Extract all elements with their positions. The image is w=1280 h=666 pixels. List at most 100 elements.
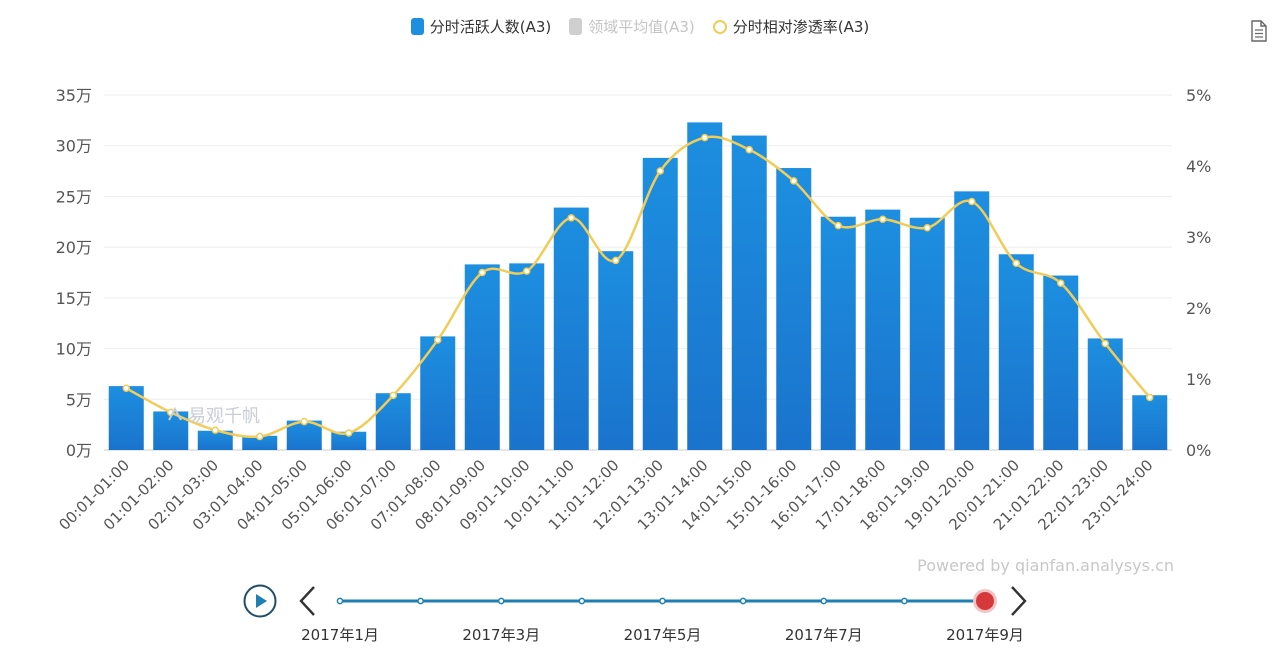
- legend-label-penetration-rate: 分时相对渗透率(A3): [732, 18, 870, 36]
- line-point: [300, 417, 308, 426]
- line-point: [879, 215, 887, 223]
- line-point: [434, 336, 442, 344]
- timeline-label[interactable]: 2017年5月: [623, 626, 702, 644]
- y-left-tick-label: 25万: [56, 187, 92, 206]
- legend-item-domain-average[interactable]: 领域平均值(A3): [569, 16, 695, 37]
- bar: [954, 191, 990, 450]
- y-left-tick-label: 10万: [56, 340, 92, 359]
- line-point: [790, 177, 798, 185]
- line-point: [968, 197, 976, 206]
- bar: [108, 386, 144, 450]
- y-left-tick-label: 20万: [56, 238, 92, 257]
- x-axis-labels: 00:01-01:0001:01-02:0002:01-03:0003:01-0…: [55, 456, 1156, 534]
- bar: [642, 157, 678, 450]
- y-right-tick-label: 0%: [1186, 441, 1211, 460]
- line-point: [523, 267, 531, 275]
- timeline-point: [820, 597, 828, 605]
- y-right-tick-label: 1%: [1186, 370, 1211, 389]
- legend-item-active-users[interactable]: 分时活跃人数(A3): [410, 16, 552, 37]
- timeline-point: [336, 597, 344, 605]
- timeline-label[interactable]: 2017年3月: [462, 626, 541, 644]
- timeline-label[interactable]: 2017年9月: [946, 626, 1024, 644]
- watermark-logo-icon: [168, 406, 182, 421]
- legend-avg-swatch: [569, 18, 583, 35]
- legend-bar-swatch: [410, 18, 424, 35]
- timeline-point: [417, 597, 424, 605]
- grid-lines: [104, 94, 1172, 451]
- penetration-line: [125, 135, 1151, 439]
- line-point: [656, 167, 664, 175]
- bar: [509, 263, 545, 450]
- watermark-text: 易观千帆: [188, 406, 260, 427]
- line-point: [834, 221, 842, 230]
- bar: [331, 431, 367, 450]
- y-left-tick-label: 5万: [66, 390, 92, 409]
- bar: [820, 216, 856, 450]
- legend: 分时活跃人数(A3) 领域平均值(A3) 分时相对渗透率(A3): [0, 16, 1280, 37]
- watermark: 易观千帆: [166, 402, 260, 428]
- line-point: [1101, 339, 1109, 348]
- bar-series: [108, 122, 1168, 451]
- bar: [909, 217, 945, 450]
- bar: [776, 168, 812, 450]
- play-button[interactable]: [242, 583, 278, 619]
- y-right-tick-label: 4%: [1186, 157, 1211, 176]
- line-point: [256, 432, 264, 441]
- timeline-point: [739, 597, 747, 605]
- bar: [464, 264, 500, 450]
- y-left-tick-label: 15万: [56, 289, 92, 308]
- line-point: [122, 384, 130, 392]
- line-point: [923, 224, 931, 232]
- y-left-tick-label: 30万: [56, 137, 92, 156]
- legend-label-active-users: 分时活跃人数(A3): [429, 18, 552, 36]
- timeline-track[interactable]: [336, 589, 997, 613]
- legend-label-domain-average: 领域平均值(A3): [588, 18, 695, 36]
- bar: [375, 393, 411, 450]
- line-point: [612, 256, 620, 265]
- y-right-tick-label: 5%: [1186, 86, 1211, 105]
- timeline-label[interactable]: 2017年7月: [784, 626, 863, 644]
- line-point: [345, 429, 353, 437]
- line-point: [389, 391, 397, 400]
- line-point: [1057, 279, 1065, 287]
- y-left-tick-label: 35万: [56, 86, 92, 105]
- y-right-tick-label: 2%: [1186, 299, 1211, 318]
- line-point: [1146, 393, 1154, 402]
- line-point: [1012, 259, 1020, 268]
- bar: [197, 430, 233, 450]
- bar: [998, 254, 1034, 450]
- timeline-point: [659, 597, 666, 605]
- timeline-prev-button[interactable]: [296, 584, 320, 618]
- y-axis-right: 0% 1% 2% 3% 4% 5%: [1186, 86, 1211, 460]
- timeline-label[interactable]: 2017年1月: [301, 626, 379, 644]
- y-left-tick-label: 0万: [66, 441, 92, 460]
- bar: [1087, 338, 1123, 450]
- bar: [687, 122, 723, 450]
- bar: [1043, 275, 1079, 450]
- bar: [1132, 395, 1168, 450]
- timeline-point: [578, 597, 586, 605]
- bar: [420, 336, 456, 450]
- powered-by-text: Powered by qianfan.analysys.cn: [917, 556, 1174, 575]
- bar: [598, 251, 634, 450]
- line-series: [122, 133, 1154, 441]
- y-right-tick-label: 3%: [1186, 228, 1211, 247]
- line-point: [701, 133, 709, 142]
- bar: [731, 135, 767, 451]
- y-axis-left: 0万 5万 10万 15万 20万 25万 30万 35万: [56, 86, 92, 460]
- timeline-point: [901, 597, 908, 605]
- legend-line-marker: [712, 19, 727, 34]
- timeline-next-button[interactable]: [1006, 584, 1030, 618]
- document-icon[interactable]: [1250, 20, 1268, 42]
- timeline-point: [497, 597, 505, 605]
- bar: [553, 207, 589, 450]
- line-point: [567, 214, 575, 222]
- bar: [242, 435, 278, 450]
- line-point: [211, 426, 219, 434]
- line-point: [478, 268, 486, 277]
- bar: [865, 209, 901, 450]
- line-point: [745, 145, 753, 154]
- legend-item-penetration-rate[interactable]: 分时相对渗透率(A3): [712, 16, 870, 37]
- timeline-active-point: [976, 592, 994, 610]
